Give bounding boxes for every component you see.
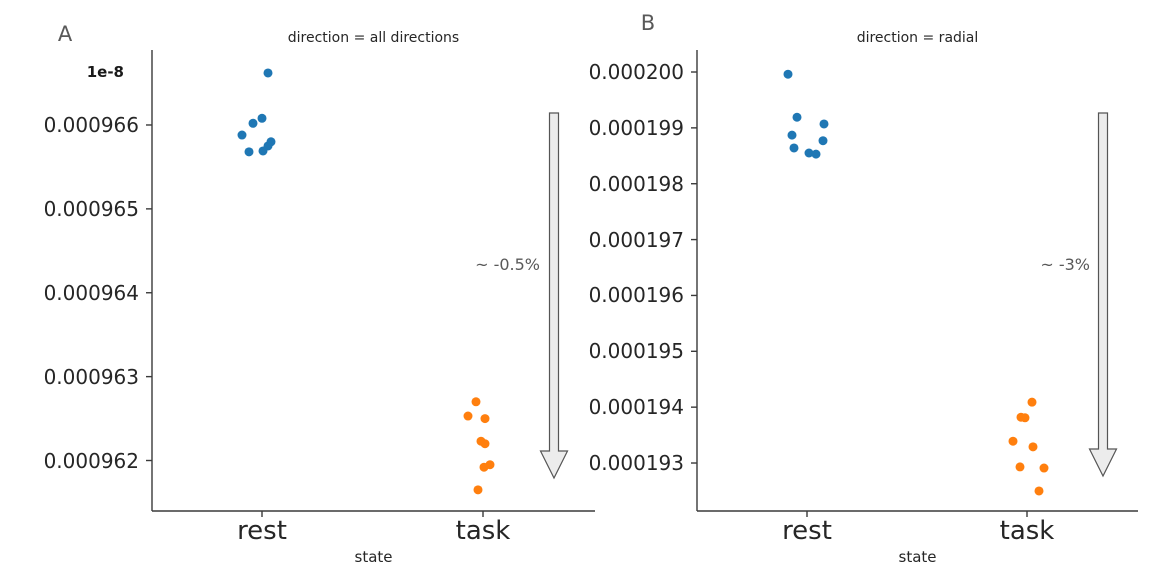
data-point-task (479, 462, 489, 472)
data-point-task (1028, 442, 1038, 452)
y-tick-label: 0.000193 (588, 451, 684, 476)
y-tick-label: 0.000962 (43, 448, 139, 473)
panel-b-letter: B (640, 11, 656, 35)
y-tick-label: 0.000196 (588, 283, 684, 308)
data-point-rest (263, 68, 273, 78)
data-point-rest (811, 149, 821, 159)
data-point-task (480, 439, 490, 449)
y-tick-label: 0.000963 (43, 364, 139, 389)
panel-b-xaxis-title: state (898, 548, 937, 566)
data-point-rest (789, 143, 799, 153)
data-point-rest (237, 130, 247, 140)
x-tick-label: rest (237, 516, 287, 546)
panel-a-letter: A (57, 22, 73, 46)
y-tick-label: 0.000198 (588, 171, 684, 196)
y-tick-label: 0.000197 (588, 227, 684, 252)
data-point-rest (257, 113, 267, 123)
decrease-arrow (539, 112, 569, 480)
y-axis-offset-label: 1e-8 (86, 63, 124, 81)
data-point-rest (804, 148, 814, 158)
data-point-task (1015, 462, 1025, 472)
y-tick-label: 0.000194 (588, 395, 684, 420)
x-tick-label: rest (782, 516, 832, 546)
data-point-task (463, 411, 473, 421)
data-point-task (1039, 463, 1049, 473)
panel-a-decrease-annotation: ~ -0.5% (475, 255, 540, 274)
data-point-rest (819, 119, 829, 129)
panel-b-decrease-annotation: ~ -3% (1040, 255, 1090, 274)
panel-b-title: direction = radial (856, 30, 979, 46)
data-point-rest (787, 130, 797, 140)
x-tick-label: task (999, 516, 1055, 546)
data-point-rest (818, 136, 828, 146)
data-point-rest (792, 112, 802, 122)
panel-a-xaxis-title: state (354, 548, 393, 566)
data-point-task (1008, 436, 1018, 446)
decrease-arrow (1088, 112, 1118, 478)
data-point-rest (248, 118, 258, 128)
data-point-rest (783, 69, 793, 79)
y-tick-label: 0.000966 (43, 112, 139, 137)
y-tick-label: 0.000964 (43, 280, 139, 305)
data-point-task (1034, 486, 1044, 496)
y-tick-label: 0.000199 (588, 115, 684, 140)
y-tick-label: 0.000200 (588, 60, 684, 84)
x-tick-label: task (455, 516, 511, 546)
data-point-task (473, 485, 483, 495)
data-point-task (480, 414, 490, 424)
data-point-task (471, 397, 481, 407)
data-point-rest (258, 146, 268, 156)
y-tick-label: 0.000195 (588, 339, 684, 364)
data-point-task (1027, 397, 1037, 407)
data-point-task (1020, 413, 1030, 423)
y-tick-label: 0.000965 (43, 196, 139, 221)
data-point-rest (244, 147, 254, 157)
panel-a-title: direction = all directions (287, 30, 460, 46)
